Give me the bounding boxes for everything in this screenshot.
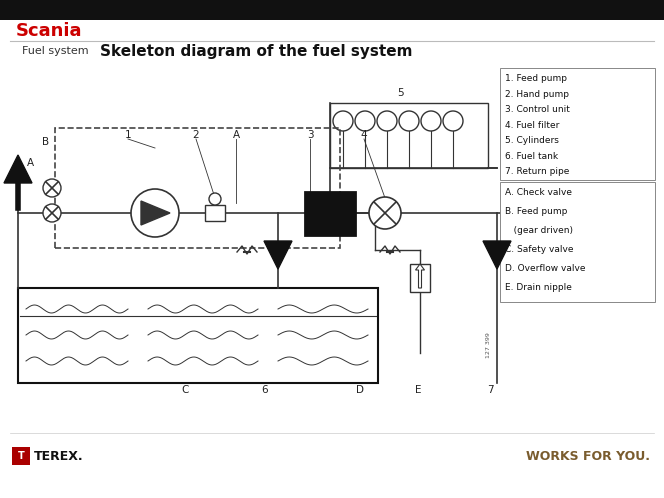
Bar (500, 68, 655, 180)
Text: A: A (27, 158, 34, 168)
Text: Scania: Scania (16, 22, 82, 40)
Circle shape (43, 179, 61, 197)
Text: T: T (18, 451, 25, 461)
Text: Skeleton diagram of the fuel system: Skeleton diagram of the fuel system (100, 43, 412, 58)
Text: 6. Fuel tank: 6. Fuel tank (505, 151, 558, 160)
Bar (330, 103, 488, 168)
Text: 7: 7 (487, 385, 493, 395)
Text: 6: 6 (262, 385, 268, 395)
Text: B: B (42, 137, 50, 147)
Bar (0, 0, 664, 20)
Circle shape (209, 193, 221, 205)
Text: 3: 3 (307, 130, 313, 140)
Text: C: C (181, 385, 189, 395)
Text: 2: 2 (193, 130, 199, 140)
Text: A: A (232, 130, 240, 140)
Text: E. Drain nipple: E. Drain nipple (505, 283, 572, 292)
Polygon shape (483, 241, 511, 269)
Text: 5: 5 (396, 88, 403, 98)
Text: (gear driven): (gear driven) (505, 226, 573, 235)
Bar (18, 288, 378, 383)
FancyArrow shape (416, 264, 424, 288)
Polygon shape (141, 201, 170, 225)
Circle shape (43, 204, 61, 222)
Circle shape (333, 111, 353, 131)
Text: D: D (356, 385, 364, 395)
Text: A. Check valve: A. Check valve (505, 188, 572, 197)
Text: 7. Return pipe: 7. Return pipe (505, 167, 569, 176)
Bar (12, 447, 30, 465)
Bar (205, 205, 225, 221)
Bar (305, 192, 355, 235)
Text: Fuel system: Fuel system (22, 46, 88, 56)
Circle shape (421, 111, 441, 131)
Circle shape (369, 197, 401, 229)
Polygon shape (264, 241, 292, 269)
Text: 5. Cylinders: 5. Cylinders (505, 136, 559, 145)
Text: C. Safety valve: C. Safety valve (505, 245, 574, 254)
Circle shape (355, 111, 375, 131)
Text: 1. Feed pump: 1. Feed pump (505, 74, 567, 83)
Polygon shape (4, 155, 32, 183)
Circle shape (377, 111, 397, 131)
Text: D. Overflow valve: D. Overflow valve (505, 264, 586, 273)
Text: 4. Fuel filter: 4. Fuel filter (505, 121, 559, 129)
Text: 3. Control unit: 3. Control unit (505, 105, 570, 114)
Text: B. Feed pump: B. Feed pump (505, 207, 567, 216)
Text: 1: 1 (125, 130, 131, 140)
Text: 2. Hand pump: 2. Hand pump (505, 90, 569, 99)
Bar (500, 182, 655, 302)
Text: TEREX.: TEREX. (34, 450, 84, 463)
Text: E: E (415, 385, 421, 395)
Bar (410, 264, 430, 292)
Circle shape (131, 189, 179, 237)
Text: WORKS FOR YOU.: WORKS FOR YOU. (526, 450, 650, 463)
Circle shape (399, 111, 419, 131)
Circle shape (443, 111, 463, 131)
Text: 4: 4 (361, 130, 367, 140)
Bar (55, 128, 340, 248)
Text: 127 399: 127 399 (485, 332, 491, 358)
